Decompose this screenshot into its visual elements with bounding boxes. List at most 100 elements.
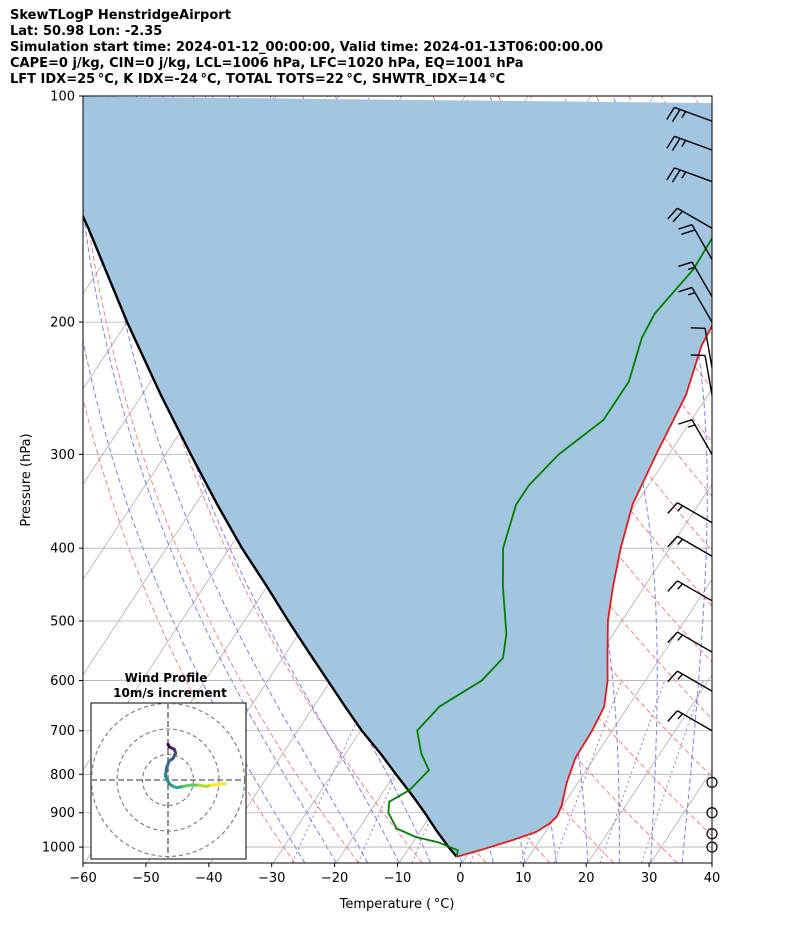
wind-barb-staff xyxy=(691,224,713,260)
wind-barb xyxy=(667,631,713,653)
wind-barb-staff xyxy=(674,106,713,122)
x-tick-label: −40 xyxy=(195,871,222,886)
wind-barb xyxy=(678,261,713,298)
wind-barb-flag xyxy=(667,580,678,592)
y-tick-label: 900 xyxy=(50,806,75,821)
dry-adiabat-line xyxy=(759,96,794,863)
wind-barb-half-flag xyxy=(677,538,684,546)
isotherm-line xyxy=(83,96,88,104)
wind-barb-half-flag xyxy=(677,583,684,590)
moist-adiabat-line xyxy=(612,96,708,863)
dry-adiabat-line xyxy=(497,96,712,443)
location-line: Lat: 50.98 Lon: -2.35 xyxy=(10,24,163,39)
axis-ticks: −60 −50 −40 −30 −20 −10 0 10 20 30 40 1000 900 800 700… xyxy=(42,90,720,887)
wind-barb-half-flag xyxy=(687,266,696,271)
temperature-profile-line xyxy=(456,323,712,858)
wind-barb xyxy=(666,167,713,183)
moist-adiabat-line xyxy=(714,96,775,863)
x-tick-label: −30 xyxy=(258,871,285,886)
profile-lines xyxy=(83,213,712,858)
wind-barb-flag xyxy=(678,261,693,268)
wind-barb xyxy=(690,327,713,368)
wind-barb-staff xyxy=(677,535,713,557)
dry-adiabat-line xyxy=(106,96,423,863)
wind-barb-half-flag xyxy=(681,111,687,118)
wind-barb-staff xyxy=(704,328,713,368)
mixing-ratio-line xyxy=(641,680,704,863)
wind-barb xyxy=(666,135,713,151)
wind-barb xyxy=(667,502,713,524)
wind-barb-flag xyxy=(667,670,678,683)
wind-barb-staff xyxy=(674,167,713,183)
wind-barb-staff xyxy=(677,670,713,692)
wind-barb xyxy=(678,224,713,260)
y-tick-label: 200 xyxy=(50,316,75,331)
y-tick-label: 600 xyxy=(50,674,75,689)
wind-barb-flag xyxy=(671,169,681,183)
wind-barbs xyxy=(666,106,718,853)
dry-adiabat-line xyxy=(83,396,296,863)
isotherm-line xyxy=(777,96,794,863)
mixing-ratio-line xyxy=(357,680,438,863)
mixing-ratio-line xyxy=(599,680,666,863)
y-tick-label: 700 xyxy=(50,724,75,739)
wind-barb-flag xyxy=(678,224,693,230)
wind-barb xyxy=(667,580,713,602)
wind-barb-staff xyxy=(677,502,713,524)
wind-barb-flag xyxy=(690,354,706,357)
wind-barb-flag xyxy=(681,229,696,235)
chart-title-block: SkewTLogP HenstridgeAirport Lat: 50.98 L… xyxy=(10,8,780,88)
hodograph-subtitle: 10m/s increment xyxy=(113,686,227,700)
parcel-shade xyxy=(83,96,712,857)
wind-barb-staff xyxy=(704,355,713,396)
x-tick-label: −10 xyxy=(384,871,411,886)
isotherm-line xyxy=(587,674,712,863)
wind-barb-flag xyxy=(666,107,676,120)
x-tick-label: 10 xyxy=(515,871,532,886)
x-tick-label: 0 xyxy=(456,871,464,886)
y-tick-label: 300 xyxy=(50,448,75,463)
wind-barb-flag xyxy=(690,327,706,329)
y-tick-label: 100 xyxy=(50,90,75,105)
wind-barb-half-flag xyxy=(687,424,696,428)
moist-adiabat-line xyxy=(92,96,369,863)
y-axis-label: Pressure (hPa) xyxy=(19,433,34,526)
mixing-ratio-line xyxy=(519,680,591,863)
wind-barb-staff xyxy=(677,631,713,653)
x-tick-label: 30 xyxy=(641,871,658,886)
moist-adiabat-line xyxy=(113,96,400,863)
x-tick-label: −60 xyxy=(69,871,96,886)
wind-barb-flag xyxy=(667,535,678,548)
chart-title: SkewTLogP HenstridgeAirport xyxy=(10,8,231,23)
mixing-ratio-line xyxy=(291,680,376,863)
wind-barb-half-flag xyxy=(677,634,684,641)
moist-adiabat-line xyxy=(745,96,794,863)
wind-barb-flag xyxy=(678,286,693,293)
stability-indices-line-2: LFT IDX=25 °C, K IDX=-24 °C, TOTAL TOTS=… xyxy=(10,72,506,87)
wind-barb-flag xyxy=(666,135,676,149)
wind-barb-staff xyxy=(677,207,713,229)
x-axis-label: Temperature ( °C) xyxy=(339,897,455,912)
wind-barb-flag xyxy=(666,167,676,181)
hodograph-title: Wind Profile xyxy=(125,671,208,685)
moist-adiabat-line xyxy=(397,96,620,863)
moist-adiabat-line xyxy=(83,338,306,863)
wind-barb xyxy=(667,207,713,229)
wind-barb-staff xyxy=(691,419,713,455)
dry-adiabat-line xyxy=(83,180,359,863)
wind-barb xyxy=(667,710,713,732)
wind-barb-flag xyxy=(671,137,681,151)
x-tick-label: −50 xyxy=(132,871,159,886)
simulation-time-line: Simulation start time: 2024-01-12_00:00:… xyxy=(10,40,603,55)
wind-barb-flag xyxy=(678,419,693,425)
wind-barb-staff xyxy=(691,261,713,298)
wind-barb xyxy=(666,106,713,122)
wind-barb-flag xyxy=(667,207,678,220)
hodograph-plot xyxy=(91,703,246,859)
y-tick-label: 1000 xyxy=(42,841,75,856)
wind-barb-flag xyxy=(667,710,678,722)
wind-barb-staff xyxy=(677,580,713,602)
wind-barb-flag xyxy=(667,631,678,644)
